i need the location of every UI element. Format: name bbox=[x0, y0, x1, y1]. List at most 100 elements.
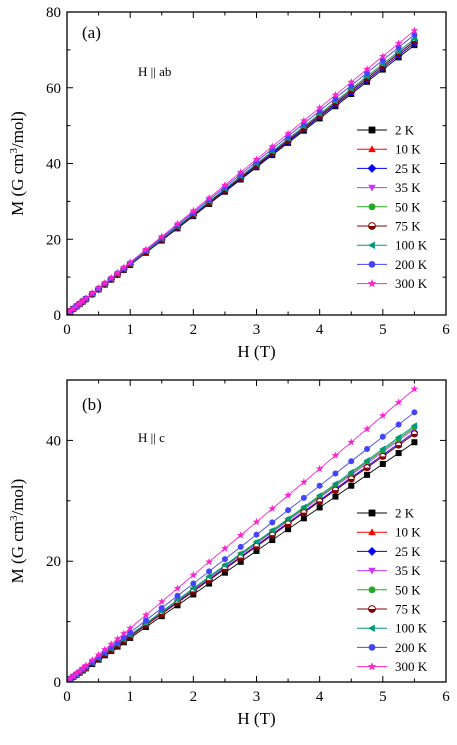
chart-a-x-tick-label-5: 5 bbox=[379, 322, 387, 338]
chart-a-y-axis-label-main: M (G cm bbox=[8, 154, 27, 216]
chart-a-x-tick-label-1: 1 bbox=[126, 322, 134, 338]
chart-a-legend-label-3: 35 K bbox=[395, 180, 421, 195]
chart-b-point-8-16 bbox=[189, 571, 198, 579]
chart-a-legend-marker-7 bbox=[368, 261, 376, 268]
chart-a-legend-marker-4 bbox=[368, 203, 376, 211]
chart-a-point-8-26 bbox=[347, 78, 356, 86]
chart-b-point-8-8 bbox=[101, 645, 109, 653]
chart-b-point-5-29 bbox=[395, 441, 403, 449]
chart-b-y-tick-label-0: 0 bbox=[54, 675, 62, 691]
chart-b-point-6-17 bbox=[205, 573, 212, 581]
chart-a-point-8-27 bbox=[363, 65, 371, 73]
chart-b-point-8-23 bbox=[300, 478, 308, 486]
chart-b-point-7-25 bbox=[332, 470, 339, 477]
chart-a-point-8-17 bbox=[205, 193, 213, 202]
chart-a-point-8-24 bbox=[315, 103, 324, 112]
chart-b-point-7-26 bbox=[348, 458, 355, 465]
chart-a-point-8-9 bbox=[107, 273, 116, 282]
chart-b-point-8-4 bbox=[78, 664, 87, 672]
chart-a-point-8-21 bbox=[268, 142, 277, 150]
chart-a-y-axis-label-sup: 3 bbox=[8, 148, 20, 154]
chart-b-point-8-30 bbox=[410, 385, 419, 393]
chart-b-legend-label-3: 35 K bbox=[395, 563, 421, 578]
chart-b-point-0-24 bbox=[316, 504, 323, 511]
chart-a-panel-label: (a) bbox=[82, 23, 101, 42]
chart-b-point-6-28 bbox=[379, 445, 386, 453]
chart-a-legend-label-5: 75 K bbox=[395, 219, 421, 234]
chart-b-point-7-23 bbox=[300, 494, 307, 501]
chart-b-point-7-19 bbox=[237, 543, 244, 550]
chart-b-series-line-8 bbox=[69, 388, 415, 680]
chart-a-point-8-23 bbox=[300, 116, 308, 124]
chart-b-x-tick-label-2: 2 bbox=[190, 689, 198, 705]
chart-a-point-8-3 bbox=[75, 299, 84, 307]
chart-a-legend-marker-5 bbox=[368, 222, 376, 230]
chart-a-point-8-10 bbox=[113, 268, 122, 276]
chart-b-point-5-23 bbox=[300, 509, 308, 517]
chart-b-legend-marker-0 bbox=[368, 509, 376, 517]
chart-a-x-axis-label: H (T) bbox=[237, 342, 275, 361]
chart-b-legend-label-1: 10 K bbox=[395, 525, 421, 540]
chart-b-point-5-21 bbox=[268, 531, 276, 539]
chart-b-point-6-24 bbox=[316, 492, 323, 499]
chart-b-point-7-12 bbox=[127, 629, 134, 636]
chart-a-legend-label-8: 300 K bbox=[395, 276, 428, 291]
chart-a-y-tick-label-1: 20 bbox=[46, 232, 61, 248]
chart-a-legend-entry-0: 2 K bbox=[357, 123, 415, 138]
chart-b-point-8-22 bbox=[284, 491, 292, 499]
chart-b-point-8-28 bbox=[378, 411, 387, 419]
chart-a-legend-marker-8 bbox=[367, 279, 377, 288]
chart-b-point-8-29 bbox=[394, 398, 403, 406]
chart-a-y-axis-label: M (G cm3/mol) bbox=[8, 111, 27, 216]
chart-b-legend-label-5: 75 K bbox=[395, 602, 421, 617]
chart-a-point-8-16 bbox=[189, 206, 198, 215]
chart-b-point-8-18 bbox=[221, 544, 229, 552]
chart-b-point-7-15 bbox=[174, 592, 181, 599]
chart-b-legend-marker-6 bbox=[368, 624, 375, 632]
chart-b-legend: 2 K 10 K 25 K 35 K 50 K 75 K 100 K 200 K 300 K bbox=[357, 506, 428, 674]
chart-b-x-tick-label-5: 5 bbox=[379, 689, 387, 705]
chart-b-point-6-20 bbox=[253, 538, 260, 546]
chart-b-panel-label: (b) bbox=[82, 395, 102, 414]
chart-b-point-8-7 bbox=[94, 650, 103, 659]
chart-b-point-7-17 bbox=[206, 568, 213, 575]
chart-b-point-6-19 bbox=[237, 550, 244, 557]
chart-b-point-8-1 bbox=[69, 672, 78, 680]
chart-b-legend-label-4: 50 K bbox=[395, 582, 421, 597]
chart-a-y-tick-label-2: 40 bbox=[46, 157, 61, 173]
chart-b-legend-marker-4 bbox=[368, 586, 376, 594]
chart-a-point-8-0 bbox=[66, 307, 75, 315]
chart-a-legend-marker-3 bbox=[368, 184, 376, 192]
chart-b-legend-marker-5 bbox=[368, 605, 376, 613]
chart-b-legend-marker-3 bbox=[368, 567, 376, 575]
chart-a-legend-label-1: 10 K bbox=[395, 142, 421, 157]
chart-a-point-8-13 bbox=[142, 245, 150, 253]
chart-b-point-7-16 bbox=[190, 580, 197, 587]
chart-b-point-6-16 bbox=[189, 585, 196, 592]
chart-b-point-5-22 bbox=[284, 520, 292, 528]
chart-b-point-0-21 bbox=[269, 537, 276, 544]
chart-a-legend-entry-8: 300 K bbox=[357, 276, 428, 291]
chart-b-point-7-18 bbox=[221, 556, 228, 563]
chart-b-point-7-24 bbox=[316, 482, 323, 489]
chart-b-point-0-26 bbox=[348, 482, 355, 489]
chart-b-point-8-2 bbox=[72, 669, 81, 677]
chart-a-point-8-28 bbox=[378, 52, 387, 60]
chart-b-point-5-24 bbox=[316, 497, 324, 505]
chart-a-legend-entry-4: 50 K bbox=[357, 199, 421, 214]
chart-a-y-tick-label-3: 60 bbox=[46, 81, 61, 97]
chart-b-point-0-20 bbox=[253, 547, 260, 554]
chart-b-point-6-22 bbox=[284, 515, 291, 522]
chart-a-point-8-15 bbox=[173, 219, 182, 227]
chart-b-legend-marker-8 bbox=[367, 662, 377, 671]
chart-a-legend-label-7: 200 K bbox=[395, 257, 428, 272]
chart-b-point-5-28 bbox=[379, 452, 387, 460]
chart-b-y-axis-label-main: M (G cm bbox=[8, 521, 27, 583]
chart-b-y-axis-label: M (G cm3/mol) bbox=[8, 479, 27, 584]
chart-b-point-8-3 bbox=[75, 666, 84, 675]
chart-b-point-8-24 bbox=[315, 464, 324, 473]
chart-b-legend-entry-1: 10 K bbox=[357, 525, 421, 540]
chart-b-point-7-13 bbox=[142, 617, 149, 624]
